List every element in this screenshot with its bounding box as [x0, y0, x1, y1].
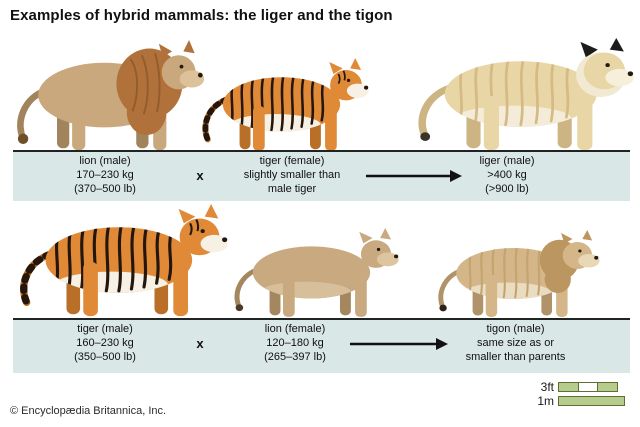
scale-bar-3ft: [558, 382, 618, 392]
weight-lb: (265–397 lb): [264, 351, 326, 363]
liger-offspring-info: liger (male) >400 kg (>900 lb): [425, 154, 589, 196]
scale-segment: [598, 383, 618, 391]
tigon-parent1-info: tiger (male) 160–230 kg (350–500 lb): [20, 322, 190, 364]
lion-female-illustration: [234, 228, 399, 317]
lion-male-illustration: [17, 40, 205, 151]
scale-label-3ft: 3ft: [540, 380, 554, 394]
scale-bar-1m: [558, 396, 625, 406]
animal-name: lion (female): [264, 323, 326, 335]
scale-segment: [559, 383, 578, 391]
size-note: same size as or: [476, 337, 555, 349]
tiger-female-illustration: [202, 58, 369, 151]
weight-lb: (>900 lb): [485, 183, 529, 195]
right-arrow-icon: [366, 170, 462, 182]
size-note: smaller than parents: [465, 351, 566, 363]
weight-lb: (370–500 lb): [74, 183, 136, 195]
info-band-liger: [13, 150, 630, 201]
size-note: slightly smaller than: [243, 169, 341, 181]
liger-parent1-info: lion (male) 170–230 kg (370–500 lb): [20, 154, 190, 196]
weight-lb: (350–500 lb): [74, 351, 136, 363]
liger-parent2-info: tiger (female) slightly smaller than mal…: [210, 154, 374, 196]
liger-male-illustration: [418, 38, 634, 151]
tigon-male-illustration: [438, 230, 600, 317]
cross-symbol: x: [196, 336, 204, 351]
animal-name: tiger (female): [259, 155, 325, 167]
scale-segment: [559, 397, 624, 405]
animal-name: tigon (male): [486, 323, 545, 335]
scale-label-1m: 1m: [537, 394, 554, 408]
animal-name: liger (male): [479, 155, 535, 167]
weight-kg: 120–180 kg: [266, 337, 324, 349]
weight-kg: 160–230 kg: [76, 337, 134, 349]
size-note: male tiger: [267, 183, 317, 195]
right-arrow-icon: [350, 338, 448, 350]
cross-symbol: x: [196, 168, 204, 183]
tigon-offspring-info: tigon (male) same size as or smaller tha…: [428, 322, 603, 364]
tiger-male-illustration: [20, 204, 228, 317]
page-title: Examples of hybrid mammals: the liger an…: [10, 7, 393, 24]
tigon-parent2-info: lion (female) 120–180 kg (265–397 lb): [213, 322, 377, 364]
weight-kg: >400 kg: [487, 169, 527, 181]
copyright-credit: © Encyclopædia Britannica, Inc.: [10, 405, 167, 417]
animal-name: tiger (male): [77, 323, 133, 335]
animal-name: lion (male): [79, 155, 131, 167]
info-band-tigon: [13, 318, 630, 373]
weight-kg: 170–230 kg: [76, 169, 134, 181]
scale-segment: [577, 383, 599, 391]
